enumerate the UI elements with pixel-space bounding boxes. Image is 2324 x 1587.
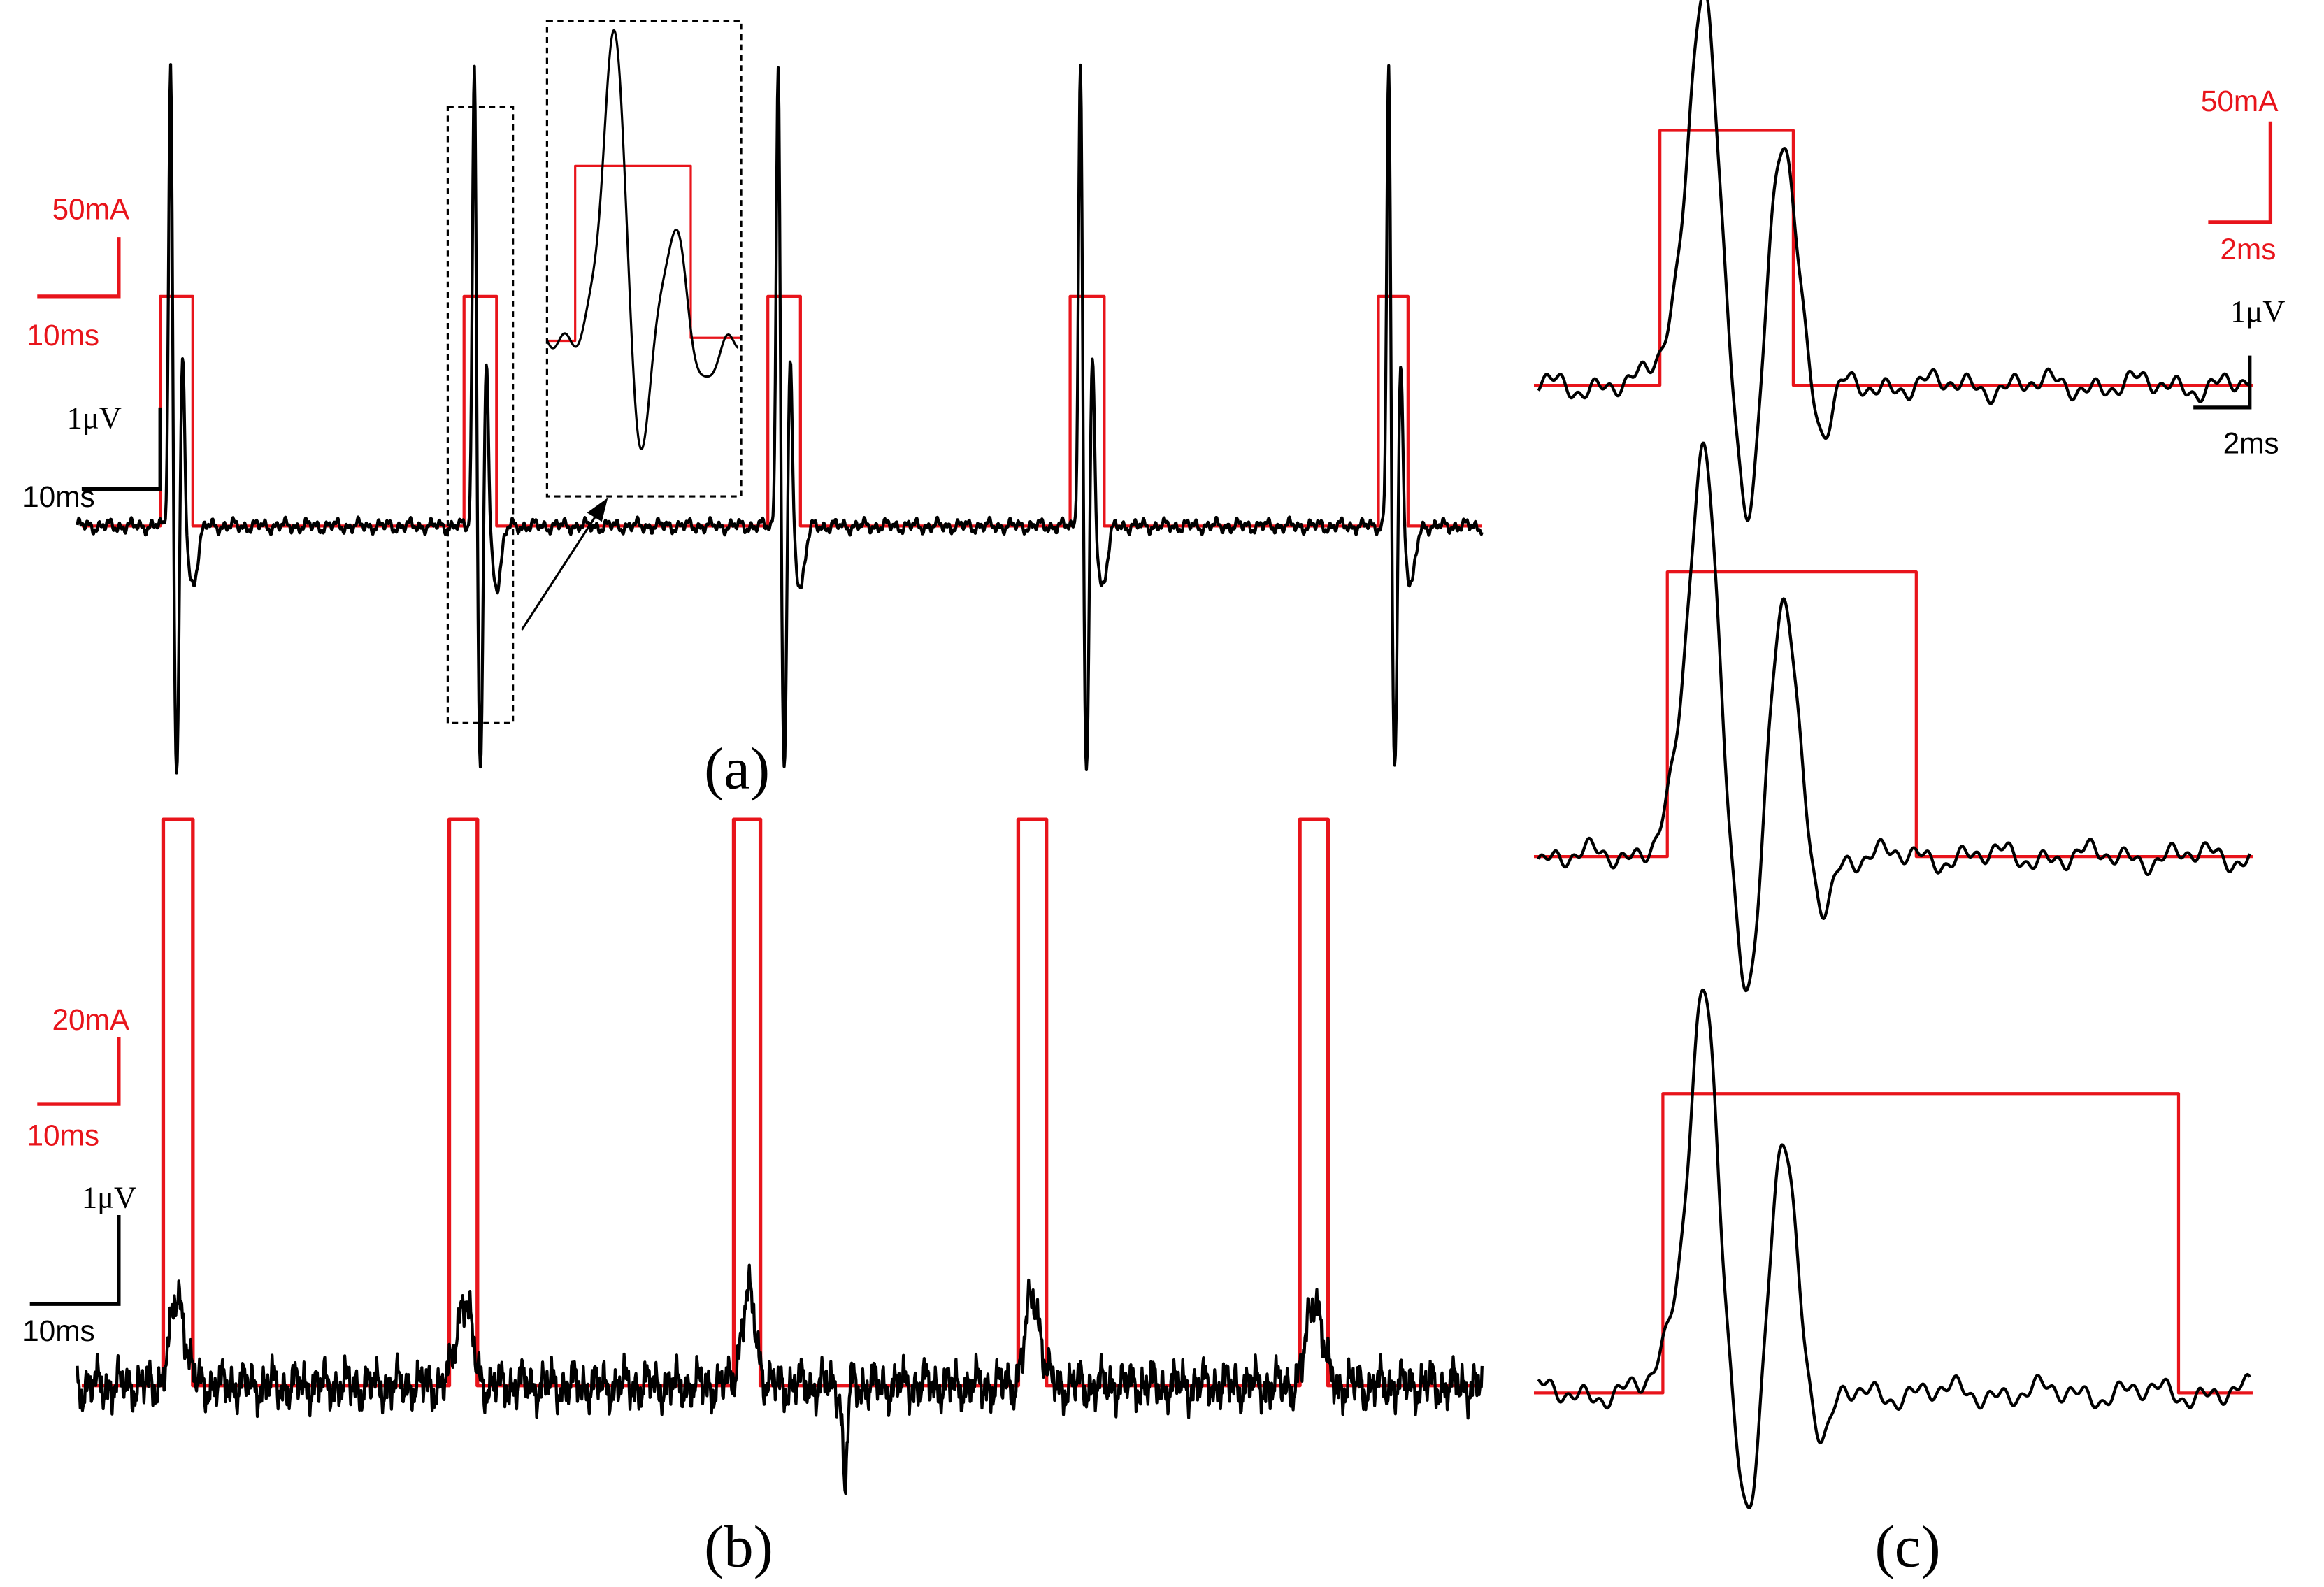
scale-label: 50mA [52,193,129,226]
scale-bar [81,407,162,491]
response-trace [76,1263,1484,1495]
stimulus-trace [81,294,1482,528]
panel-label: (c) [1874,1514,1940,1579]
scale-label: 2ms [2223,427,2279,460]
response-trace [545,29,739,451]
response-trace [1537,441,2251,993]
scale-bar [2193,355,2252,410]
scale-label: 50mA [2201,85,2279,117]
scale-label: 1μV [82,1179,136,1214]
panel-label: (b) [704,1514,773,1579]
stimulus-trace [81,817,1482,1388]
arrow [521,515,597,631]
scale-bar [29,1215,121,1306]
scale-label: 10ms [22,1314,95,1347]
stimulus-trace [1533,129,2253,387]
traces [76,0,2253,1509]
scale-label: 2ms [2220,233,2276,266]
scale-label: 1μV [2230,294,2285,329]
scale-bar [37,237,121,299]
response-trace [1537,0,2251,522]
highlight-box [446,106,515,724]
scale-label: 10ms [22,480,95,513]
stimulus-trace [1533,570,2253,859]
scale-label: 1μV [67,401,122,436]
scale-label: 10ms [27,1119,99,1151]
scale-bars [29,121,2273,1306]
response-trace [1537,988,2251,1509]
stimulus-trace [1533,1092,2253,1395]
inset-box [545,20,743,498]
scale-label: 20mA [52,1003,129,1036]
arrow-head [587,498,608,522]
scale-bar [37,1037,121,1106]
panel-label: (a) [704,736,770,802]
scale-label: 10ms [27,319,99,352]
scale-bar [2208,121,2273,224]
stimulus-trace [547,164,742,343]
response-trace [76,63,1484,775]
